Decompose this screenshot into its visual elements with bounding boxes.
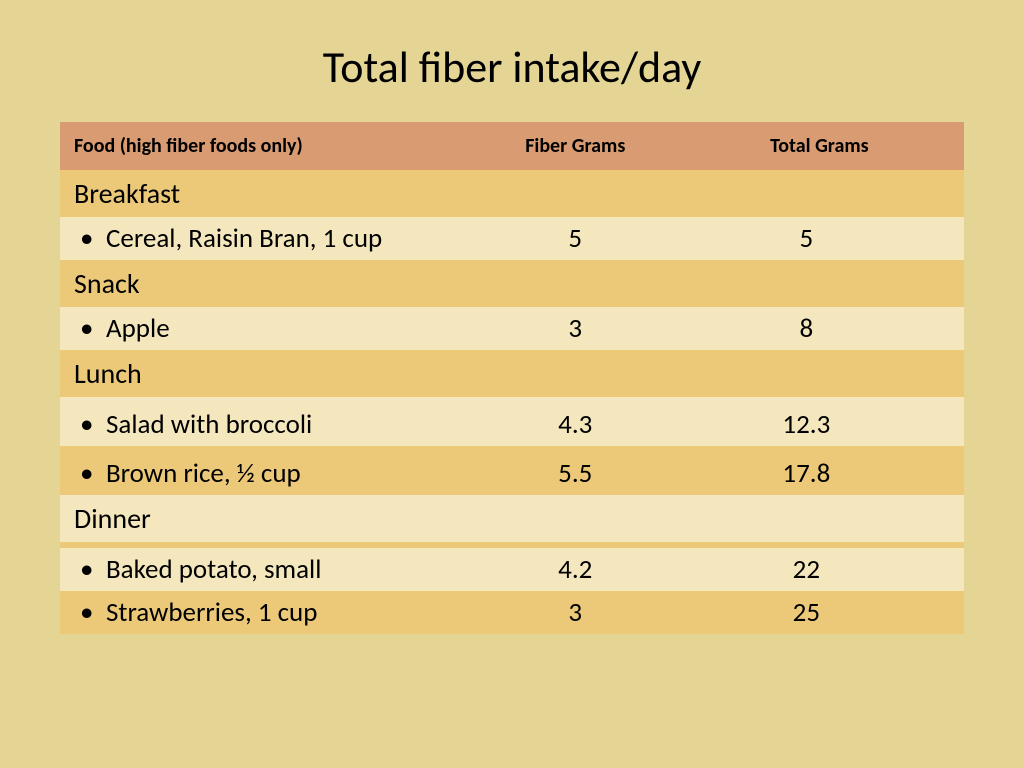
- section-label: Breakfast: [60, 170, 964, 217]
- cell-fiber: 5.5: [476, 452, 675, 495]
- cell-total: 22: [675, 548, 964, 591]
- bullet-icon: •: [80, 222, 106, 255]
- slide: Total fiber intake/day Food (high fiber …: [0, 0, 1024, 768]
- table-row: •Apple38: [60, 307, 964, 350]
- cell-food: •Cereal, Raisin Bran, 1 cup: [60, 217, 476, 260]
- section-row: Dinner: [60, 495, 964, 542]
- section-label: Dinner: [60, 495, 964, 542]
- cell-fiber: 4.2: [476, 548, 675, 591]
- cell-total: 5: [675, 217, 964, 260]
- table-row: •Cereal, Raisin Bran, 1 cup55: [60, 217, 964, 260]
- col-header-fiber: Fiber Grams: [476, 122, 675, 170]
- cell-food: •Salad with broccoli: [60, 403, 476, 446]
- fiber-table: Food (high fiber foods only) Fiber Grams…: [60, 122, 964, 634]
- section-row: Lunch: [60, 350, 964, 397]
- section-label: Lunch: [60, 350, 964, 397]
- cell-total: 25: [675, 591, 964, 634]
- section-row: Snack: [60, 260, 964, 307]
- cell-food: •Strawberries, 1 cup: [60, 591, 476, 634]
- table-row: •Baked potato, small4.222: [60, 548, 964, 591]
- cell-food: •Baked potato, small: [60, 548, 476, 591]
- bullet-icon: •: [80, 596, 106, 629]
- bullet-icon: •: [80, 457, 106, 490]
- col-header-food: Food (high fiber foods only): [60, 122, 476, 170]
- cell-food: •Brown rice, ½ cup: [60, 452, 476, 495]
- section-row: Breakfast: [60, 170, 964, 217]
- cell-fiber: 4.3: [476, 403, 675, 446]
- cell-fiber: 3: [476, 307, 675, 350]
- bullet-icon: •: [80, 408, 106, 441]
- table-row: •Strawberries, 1 cup325: [60, 591, 964, 634]
- table-row: •Salad with broccoli4.312.3: [60, 403, 964, 446]
- bullet-icon: •: [80, 312, 106, 345]
- cell-total: 17.8: [675, 452, 964, 495]
- cell-total: 8: [675, 307, 964, 350]
- table-row: •Brown rice, ½ cup5.517.8: [60, 452, 964, 495]
- cell-food: •Apple: [60, 307, 476, 350]
- section-label: Snack: [60, 260, 964, 307]
- slide-title: Total fiber intake/day: [60, 40, 964, 94]
- bullet-icon: •: [80, 553, 106, 586]
- table-header-row: Food (high fiber foods only) Fiber Grams…: [60, 122, 964, 170]
- table-body: Breakfast•Cereal, Raisin Bran, 1 cup55Sn…: [60, 170, 964, 634]
- cell-fiber: 3: [476, 591, 675, 634]
- col-header-total: Total Grams: [675, 122, 964, 170]
- cell-fiber: 5: [476, 217, 675, 260]
- cell-total: 12.3: [675, 403, 964, 446]
